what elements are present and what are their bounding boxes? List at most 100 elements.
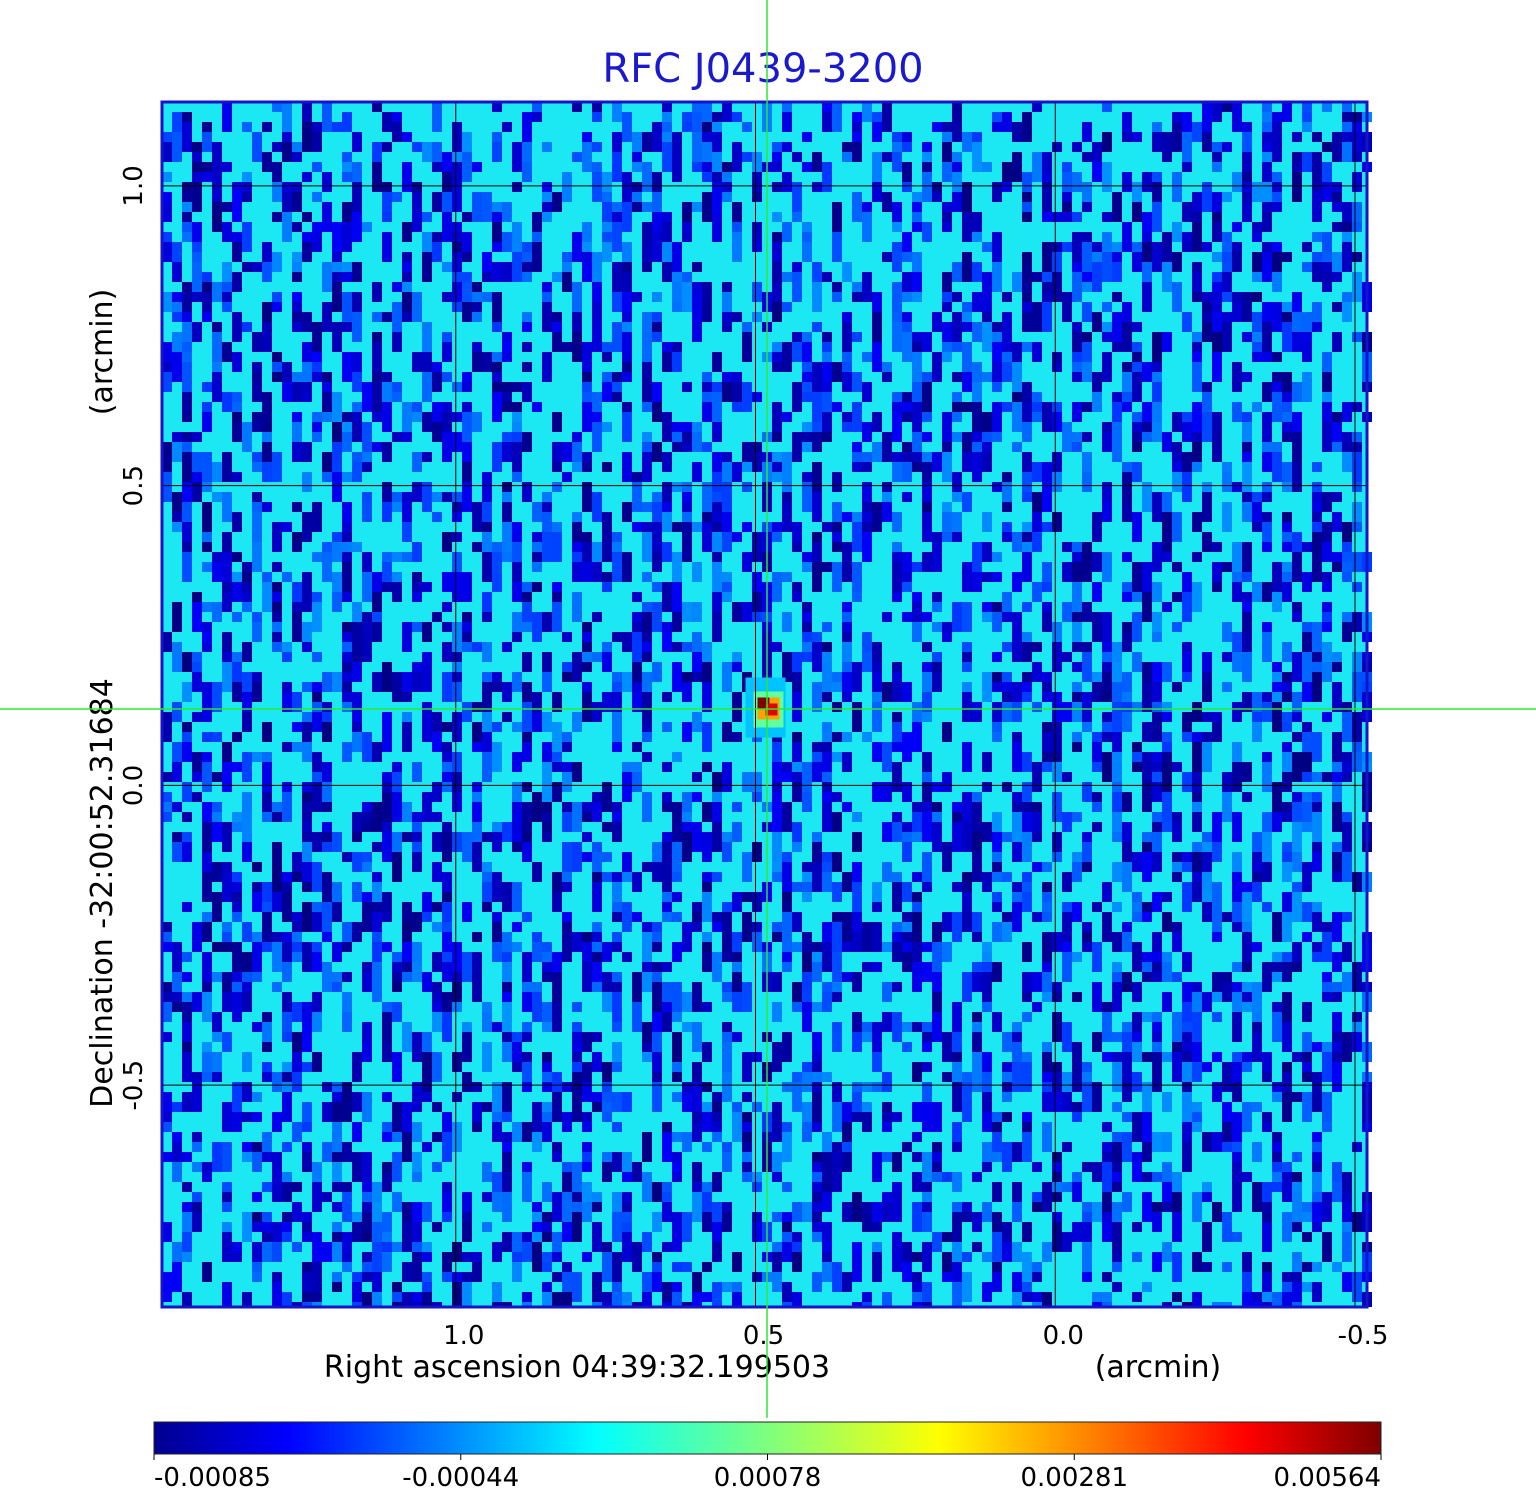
noise-cell bbox=[602, 372, 612, 382]
noise-cell bbox=[702, 682, 712, 712]
noise-cell bbox=[402, 162, 412, 192]
noise-cell bbox=[362, 962, 372, 972]
noise-cell bbox=[452, 302, 462, 312]
noise-cell bbox=[392, 1192, 402, 1212]
noise-cell bbox=[702, 1002, 712, 1012]
noise-cell bbox=[1132, 1292, 1142, 1302]
noise-cell bbox=[1222, 502, 1232, 532]
noise-cell bbox=[1192, 702, 1202, 722]
noise-cell bbox=[352, 182, 362, 212]
noise-cell bbox=[1332, 1062, 1342, 1092]
noise-cell bbox=[322, 402, 332, 412]
noise-cell bbox=[282, 692, 292, 712]
noise-cell bbox=[1022, 302, 1032, 312]
noise-cell bbox=[1022, 282, 1032, 292]
noise-cell bbox=[992, 402, 1002, 432]
noise-cell bbox=[392, 972, 402, 982]
noise-cell bbox=[952, 882, 962, 892]
noise-cell bbox=[982, 1142, 992, 1172]
noise-cell bbox=[982, 372, 992, 382]
noise-cell bbox=[1212, 222, 1222, 242]
noise-cell bbox=[222, 392, 232, 412]
noise-cell bbox=[1062, 812, 1072, 832]
noise-cell bbox=[1342, 242, 1352, 272]
noise-cell bbox=[592, 952, 602, 962]
noise-cell bbox=[752, 282, 762, 302]
noise-cell bbox=[702, 852, 712, 862]
noise-cell bbox=[472, 792, 482, 802]
noise-cell bbox=[1112, 422, 1122, 452]
noise-cell bbox=[1312, 772, 1322, 782]
noise-cell bbox=[1102, 922, 1112, 932]
noise-cell bbox=[212, 372, 222, 402]
noise-cell bbox=[1262, 302, 1272, 332]
noise-cell bbox=[722, 1282, 732, 1292]
noise-cell bbox=[642, 1022, 652, 1042]
noise-cell bbox=[772, 802, 782, 832]
noise-cell bbox=[322, 762, 332, 782]
noise-cell bbox=[1252, 1022, 1262, 1032]
noise-cell bbox=[1212, 722, 1222, 742]
noise-cell bbox=[672, 642, 682, 652]
noise-cell bbox=[752, 452, 762, 472]
noise-cell bbox=[772, 782, 782, 792]
noise-cell bbox=[1302, 1092, 1312, 1122]
noise-cell bbox=[232, 392, 242, 402]
noise-cell bbox=[412, 582, 422, 592]
noise-cell bbox=[342, 272, 352, 282]
noise-cell bbox=[442, 532, 452, 552]
noise-cell bbox=[1322, 612, 1332, 622]
noise-cell bbox=[702, 1212, 712, 1232]
noise-cell bbox=[342, 972, 352, 982]
noise-cell bbox=[982, 242, 992, 252]
noise-cell bbox=[972, 832, 982, 852]
noise-cell bbox=[1152, 762, 1162, 772]
noise-cell bbox=[482, 882, 492, 902]
noise-cell bbox=[172, 442, 182, 462]
noise-cell bbox=[412, 212, 422, 232]
noise-cell bbox=[1332, 492, 1342, 502]
noise-cell bbox=[552, 782, 562, 802]
noise-cell bbox=[1252, 252, 1262, 282]
noise-cell bbox=[1352, 1022, 1362, 1032]
noise-cell bbox=[712, 562, 722, 592]
noise-cell bbox=[692, 562, 702, 582]
noise-cell bbox=[712, 1222, 722, 1252]
noise-cell bbox=[1152, 252, 1162, 262]
noise-cell bbox=[192, 1212, 202, 1232]
noise-cell bbox=[362, 1092, 372, 1122]
noise-cell bbox=[1182, 712, 1192, 732]
noise-cell bbox=[1162, 1182, 1172, 1202]
noise-cell bbox=[202, 912, 212, 922]
noise-cell bbox=[242, 1082, 252, 1102]
noise-cell bbox=[852, 192, 862, 222]
noise-cell bbox=[272, 942, 282, 972]
noise-cell bbox=[772, 182, 782, 192]
noise-cell bbox=[1162, 1132, 1172, 1152]
noise-cell bbox=[642, 222, 652, 242]
noise-cell bbox=[552, 272, 562, 282]
noise-cell bbox=[1002, 1142, 1012, 1172]
noise-cell bbox=[362, 1262, 372, 1272]
noise-cell bbox=[442, 342, 452, 362]
noise-cell bbox=[1192, 212, 1202, 222]
noise-cell bbox=[342, 432, 352, 452]
noise-cell bbox=[462, 132, 472, 152]
noise-cell bbox=[542, 532, 552, 562]
noise-cell bbox=[702, 102, 712, 132]
noise-cell bbox=[332, 302, 342, 312]
noise-cell bbox=[1152, 752, 1162, 762]
noise-cell bbox=[892, 252, 902, 262]
noise-cell bbox=[1072, 642, 1082, 652]
noise-cell bbox=[222, 292, 232, 302]
noise-cell bbox=[1262, 262, 1272, 282]
noise-cell bbox=[1332, 442, 1342, 452]
noise-cell bbox=[952, 1062, 962, 1092]
noise-cell bbox=[1262, 352, 1272, 362]
noise-cell bbox=[992, 1132, 1002, 1162]
noise-cell bbox=[222, 492, 232, 522]
noise-cell bbox=[392, 392, 402, 402]
noise-cell bbox=[232, 512, 242, 532]
noise-cell bbox=[312, 1172, 322, 1182]
noise-cell bbox=[932, 972, 942, 1002]
